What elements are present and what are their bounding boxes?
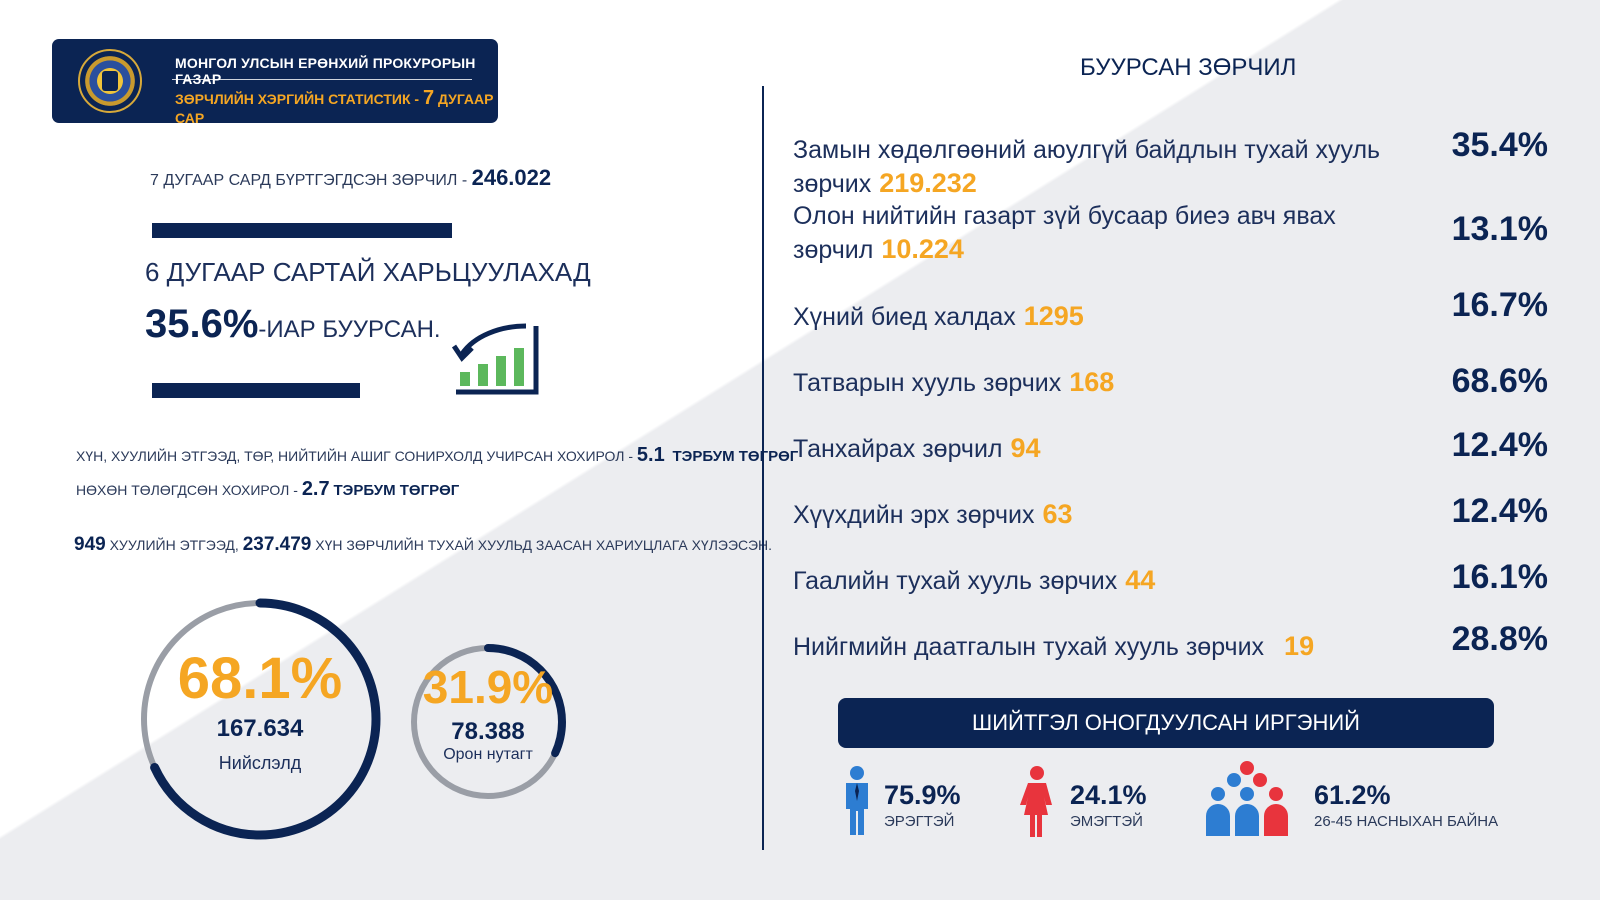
age-stat: 61.2% 26-45 НАСНЫХАН БАЙНА bbox=[1314, 780, 1499, 830]
list-item: Хүүхдийн эрх зөрчих 63 bbox=[793, 499, 1073, 529]
registered-violations: 7 ДУГААР САРД БҮРТГЭГДСЭН ЗӨРЧИЛ - 246.0… bbox=[150, 165, 552, 190]
capital-percent: 68.1% bbox=[177, 646, 343, 711]
report-subtitle: ЗӨРЧЛИЙН ХЭРГИЙН СТАТИСТИК - 7 ДУГААР СА… bbox=[175, 87, 494, 126]
list-item: Замын хөдөлгөөний аюулгүй байдлын тухай … bbox=[793, 136, 1381, 198]
damage-paid: НӨХӨН ТӨЛӨГДСӨН ХОХИРОЛ - 2.7 ТЭРБУМ ТӨГ… bbox=[76, 478, 460, 500]
list-item: Гаалийн тухай хууль зөрчих 44 bbox=[793, 565, 1156, 595]
capital-share-ring: 68.1% 167.634 Нийслэлд bbox=[138, 597, 382, 841]
item-percent: 28.8% bbox=[1451, 620, 1548, 658]
penalized-title: ШИЙТГЭЛ ОНОГДУУЛСАН ИРГЭНИЙ bbox=[838, 698, 1494, 748]
declining-chart-icon bbox=[452, 323, 539, 395]
female-icon bbox=[1020, 766, 1052, 837]
item-percent: 68.6% bbox=[1451, 362, 1548, 400]
list-item: Нийгмийн даатгалын тухай хууль зөрчих 19 bbox=[793, 631, 1315, 661]
item-percent: 16.7% bbox=[1451, 286, 1548, 324]
header-banner: МОНГОЛ УЛСЫН ЕРӨНХИЙ ПРОКУРОРЫН ГАЗАР ЗӨ… bbox=[52, 39, 498, 126]
comparison-label: 6 ДУГААР САРТАЙ ХАРЬЦУУЛАХАД bbox=[145, 257, 591, 287]
accent-bar-bottom bbox=[152, 383, 360, 398]
rural-label: Орон нутагт bbox=[443, 746, 533, 763]
male-stat: 75.9% ЭРЭГТЭЙ bbox=[884, 780, 961, 830]
rural-share-ring: 31.9% 78.388 Орон нутагт bbox=[408, 642, 568, 802]
male-icon bbox=[846, 766, 868, 835]
rural-count: 78.388 bbox=[451, 718, 525, 745]
item-percent: 12.4% bbox=[1451, 426, 1548, 464]
item-percent: 12.4% bbox=[1451, 492, 1548, 530]
item-percent: 16.1% bbox=[1451, 558, 1548, 596]
item-percent: 13.1% bbox=[1451, 210, 1548, 248]
org-name: МОНГОЛ УЛСЫН ЕРӨНХИЙ ПРОКУРОРЫН ГАЗАР bbox=[175, 55, 476, 87]
list-item: Танхайрах зөрчил 94 bbox=[793, 433, 1041, 463]
rural-percent: 31.9% bbox=[422, 661, 554, 713]
list-item: Олон нийтийн газарт зүй бусаар биеэ авч … bbox=[793, 202, 1336, 264]
accent-bar-top bbox=[152, 223, 452, 238]
decreased-title: БУУРСАН ЗӨРЧИЛ bbox=[1080, 54, 1297, 81]
damage-caused: ХҮН, ХУУЛИЙН ЭТГЭЭД, ТӨР, НИЙТИЙН АШИГ С… bbox=[76, 444, 799, 466]
list-item: Хүний биед халдах 1295 bbox=[793, 301, 1084, 331]
column-divider bbox=[762, 86, 764, 850]
female-stat: 24.1% ЭМЭГТЭЙ bbox=[1070, 780, 1147, 830]
capital-label: Нийслэлд bbox=[218, 753, 302, 773]
item-percent: 35.4% bbox=[1451, 126, 1548, 164]
decrease-value: 35.6%-ИАР БУУРСАН. bbox=[145, 302, 441, 346]
capital-count: 167.634 bbox=[216, 715, 304, 742]
group-icon bbox=[1206, 761, 1288, 836]
banner-divider bbox=[172, 79, 472, 80]
responsibility-summary: 949 ХУУЛИЙН ЭТГЭЭД, 237.479 ХҮН ЗӨРЧЛИЙН… bbox=[74, 534, 773, 555]
list-item: Татварын хууль зөрчих 168 bbox=[793, 367, 1115, 397]
emblem-icon bbox=[78, 49, 142, 113]
